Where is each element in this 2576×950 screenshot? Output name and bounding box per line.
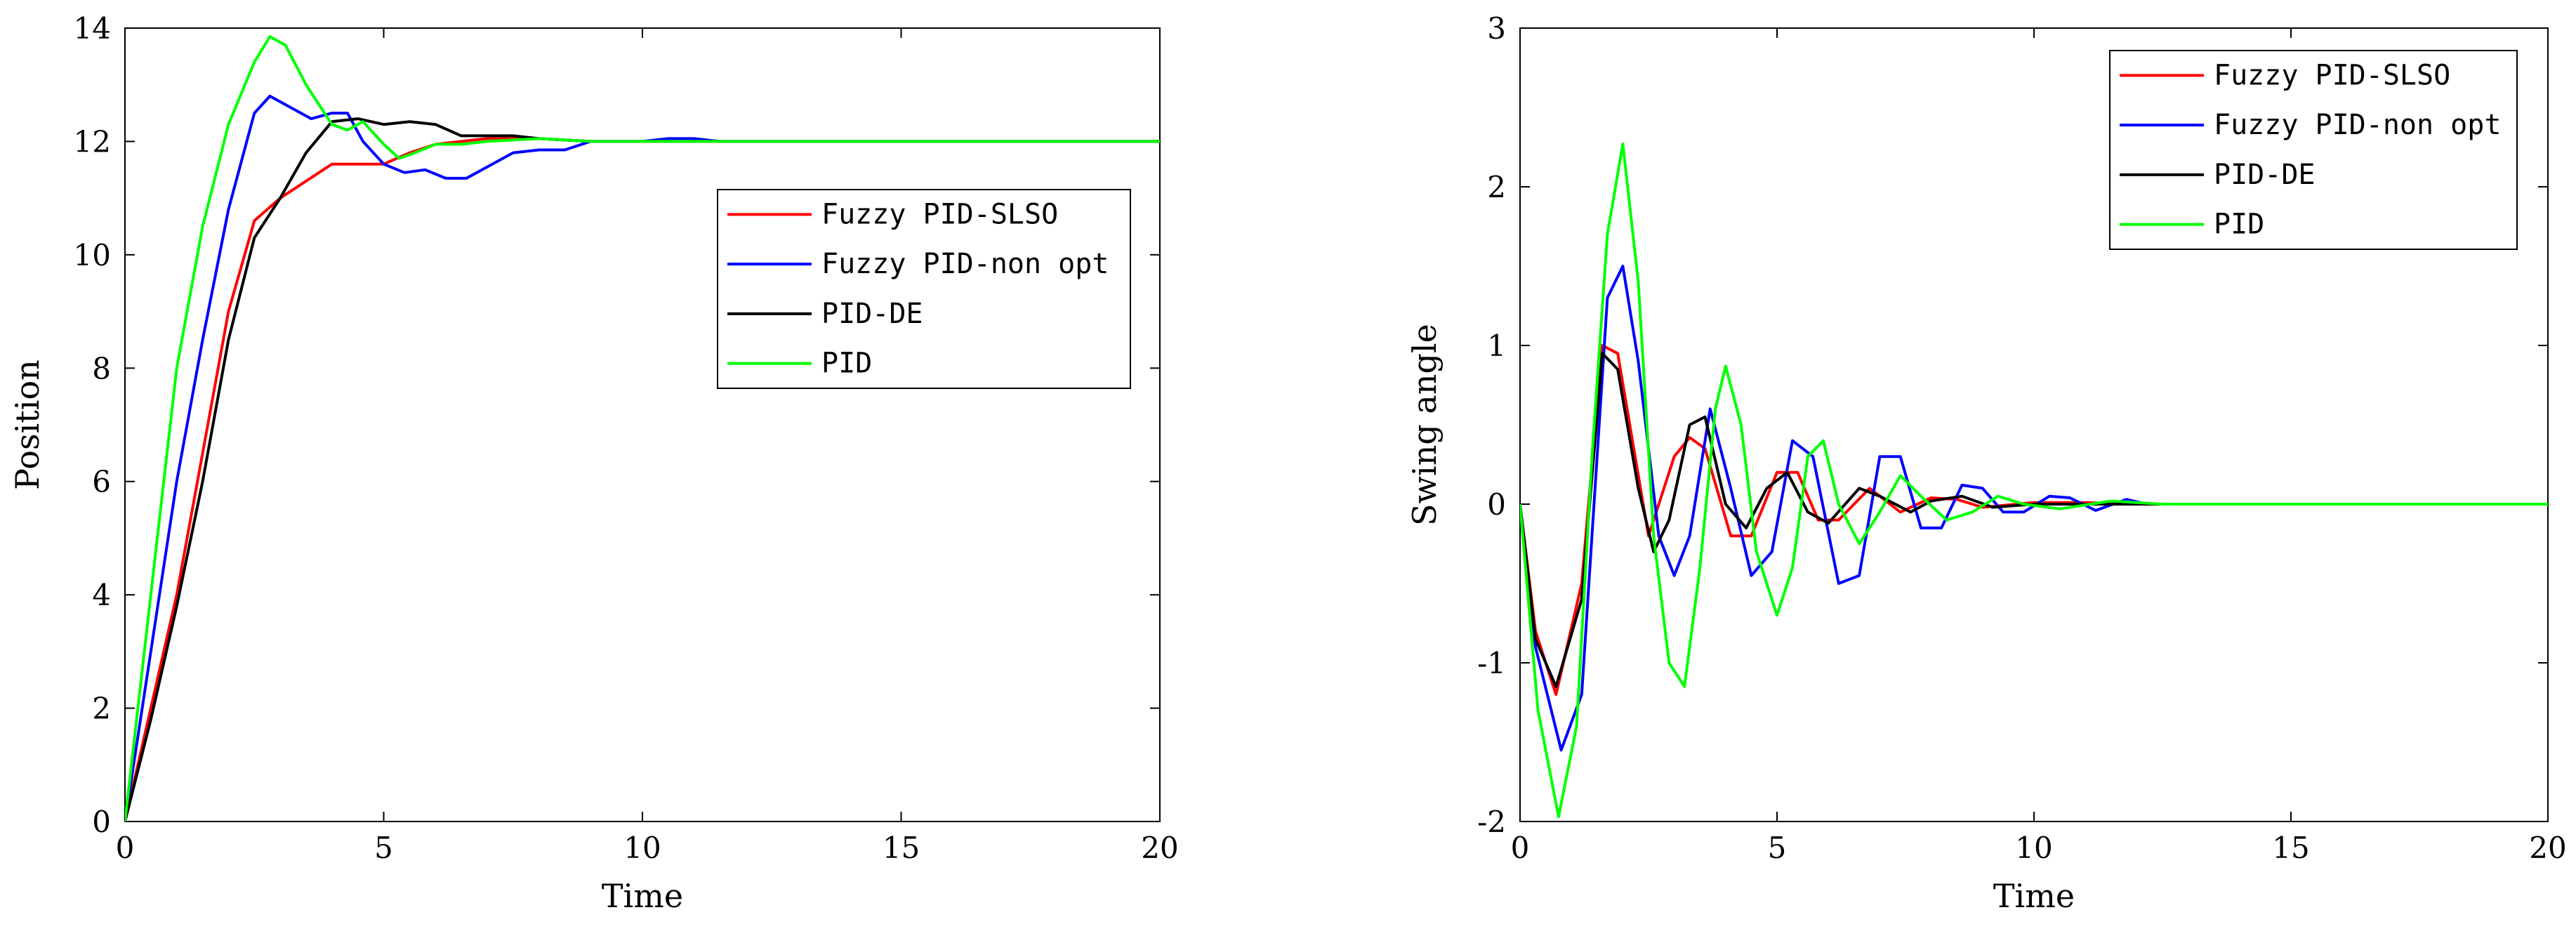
y-axis-label: Position bbox=[8, 359, 46, 490]
x-axis-label: Time bbox=[602, 877, 683, 915]
x-tick-label: 15 bbox=[2272, 831, 2309, 865]
y-tick-label: 14 bbox=[74, 11, 111, 46]
y-tick-label: 1 bbox=[1487, 329, 1506, 363]
legend-label: Fuzzy PID-non opt bbox=[821, 248, 1109, 280]
y-tick-label: 2 bbox=[92, 692, 111, 726]
legend-box bbox=[2109, 50, 2518, 250]
legend: Fuzzy PID-SLSO Fuzzy PID-non opt PID-DE PID bbox=[2109, 50, 2518, 250]
y-tick-label: 2 bbox=[1487, 170, 1506, 204]
legend-box bbox=[717, 189, 1131, 389]
y-tick-label: 12 bbox=[74, 124, 111, 159]
legend-label: Fuzzy PID-non opt bbox=[2214, 109, 2501, 141]
series-line-fuzzy-pid-non-opt bbox=[1520, 265, 2548, 752]
legend-label: Fuzzy PID-SLSO bbox=[821, 198, 1058, 230]
series-line-fuzzy-pid-slso bbox=[1520, 344, 2548, 697]
y-tick-label: -2 bbox=[1477, 805, 1506, 839]
y-tick-label: 6 bbox=[92, 465, 111, 499]
legend-label: PID-DE bbox=[2214, 159, 2316, 191]
legend-label: PID-DE bbox=[821, 298, 923, 330]
y-tick-label: 0 bbox=[1487, 487, 1506, 522]
swing-angle-chart: 0 5 10 15 20 -2 -1 0 1 2 3 Time Swing angle Fuzzy PID… bbox=[1406, 11, 2567, 915]
series-line-pid bbox=[1520, 143, 2548, 819]
x-tick-label: 5 bbox=[1768, 831, 1787, 865]
x-axis-label: Time bbox=[1993, 877, 2075, 915]
legend-label: Fuzzy PID-SLSO bbox=[2214, 59, 2450, 91]
x-tick-label: 15 bbox=[883, 831, 920, 865]
y-tick-label: 3 bbox=[1487, 11, 1506, 46]
x-tick-label: 20 bbox=[2529, 831, 2566, 865]
plot-area-frame bbox=[124, 27, 1161, 822]
x-tick-label: 5 bbox=[374, 831, 393, 865]
x-tick-label: 0 bbox=[1511, 831, 1530, 865]
y-tick-label: 4 bbox=[92, 578, 111, 612]
y-tick-label: -1 bbox=[1477, 646, 1506, 680]
y-tick-label: 10 bbox=[74, 238, 111, 272]
legend: Fuzzy PID-SLSO Fuzzy PID-non opt PID-DE PID bbox=[717, 189, 1131, 389]
x-tick-label: 10 bbox=[623, 831, 661, 865]
y-axis-label: Swing angle bbox=[1406, 324, 1444, 526]
x-tick-label: 0 bbox=[116, 831, 135, 865]
series-line-pid bbox=[125, 35, 1160, 822]
y-tick-label: 8 bbox=[92, 351, 111, 385]
x-tick-label: 10 bbox=[2015, 831, 2052, 865]
x-tick-label: 20 bbox=[1141, 831, 1178, 865]
legend-label: PID bbox=[2214, 209, 2264, 241]
y-tick-label: 0 bbox=[92, 805, 111, 839]
series-line-pid-de bbox=[1520, 352, 2548, 688]
legend-label: PID bbox=[821, 348, 872, 380]
position-chart: 0 5 10 15 20 0 2 4 6 8 10 12 14 Time Position Fuzzy PID… bbox=[8, 11, 1179, 915]
